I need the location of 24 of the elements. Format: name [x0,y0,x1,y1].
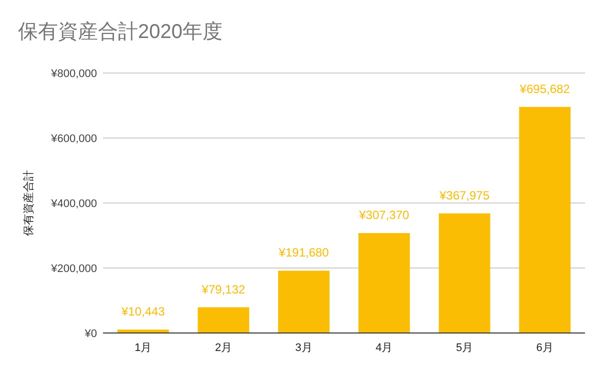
data-label: ¥695,682 [518,82,570,96]
x-tick-label: 5月 [456,342,474,354]
x-tick-label: 4月 [376,342,393,354]
bar [438,213,490,333]
y-tick-label: ¥800,000 [50,68,97,80]
x-tick-label: 1月 [134,342,152,354]
x-tick-label: 3月 [295,342,312,354]
bar [278,270,330,333]
data-label: ¥367,975 [438,188,490,202]
y-tick-label: ¥600,000 [50,132,97,145]
bar [198,307,250,333]
y-axis-title: 保有資産合計 [22,170,35,236]
y-tick-label: ¥200,000 [50,262,97,275]
chart-title: 保有資産合計2020年度 [18,21,222,43]
bar [358,233,410,333]
data-label: ¥191,680 [278,246,330,260]
x-tick-label: 2月 [214,342,232,354]
data-label: ¥10,443 [120,304,166,319]
y-tick-label: ¥400,000 [50,198,97,210]
data-label: ¥307,370 [358,208,410,222]
data-label: ¥79,132 [200,282,246,296]
y-tick-label: ¥0 [84,328,97,340]
x-tick-label: 6月 [536,342,554,354]
bar [519,106,571,333]
